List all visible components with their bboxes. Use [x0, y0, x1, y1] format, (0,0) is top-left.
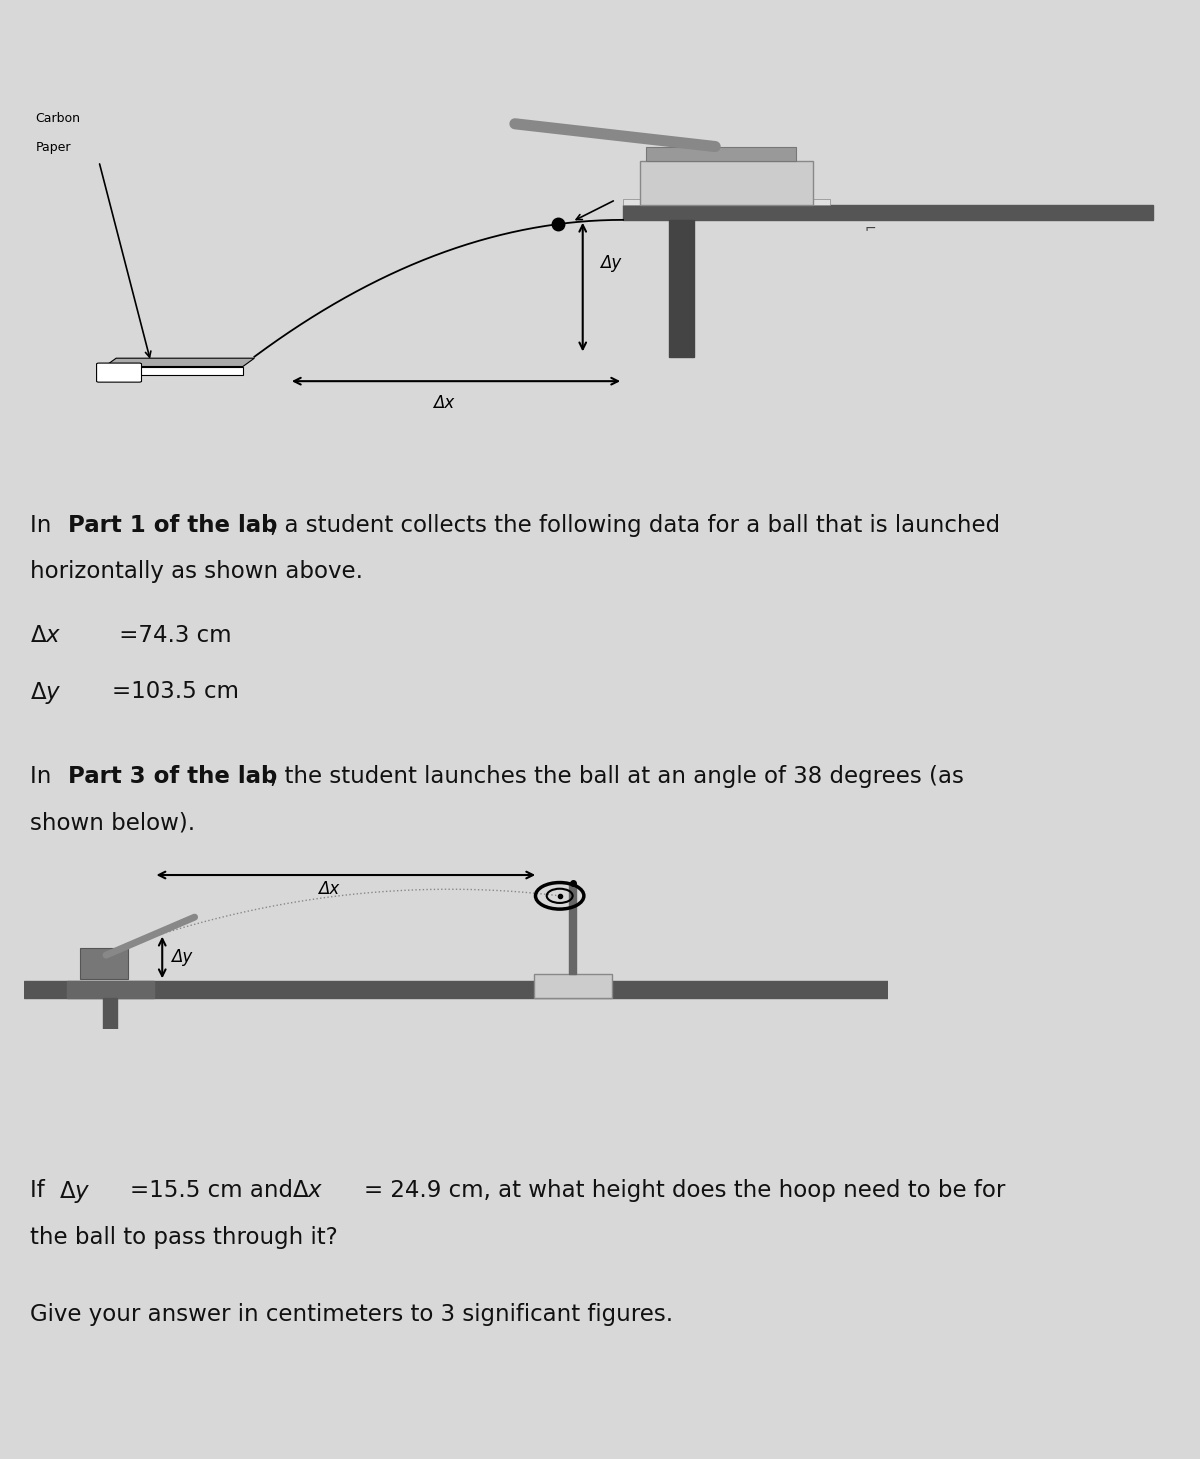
Text: In: In: [30, 765, 59, 788]
Text: horizontally as shown above.: horizontally as shown above.: [30, 560, 364, 584]
Text: shown below).: shown below).: [30, 811, 196, 835]
Polygon shape: [104, 359, 254, 366]
Text: $\Delta y$: $\Delta y$: [30, 680, 61, 706]
Text: =15.5 cm and: =15.5 cm and: [130, 1179, 300, 1202]
Bar: [569, 884, 576, 975]
Text: , the student launches the ball at an angle of 38 degrees (as: , the student launches the ball at an an…: [270, 765, 964, 788]
Bar: [103, 998, 118, 1029]
Polygon shape: [104, 366, 242, 375]
Bar: [534, 975, 612, 998]
Text: If: If: [30, 1179, 52, 1202]
FancyBboxPatch shape: [96, 363, 142, 382]
Text: In: In: [30, 514, 59, 537]
Bar: [80, 948, 127, 979]
Bar: [641, 160, 814, 206]
Text: Δy: Δy: [600, 254, 622, 271]
Text: ⌐: ⌐: [865, 222, 876, 235]
Text: the ball to pass through it?: the ball to pass through it?: [30, 1226, 337, 1249]
Bar: [67, 982, 154, 998]
Text: = 24.9 cm, at what height does the hoop need to be for: = 24.9 cm, at what height does the hoop …: [364, 1179, 1004, 1202]
Bar: [670, 220, 695, 356]
Text: =103.5 cm: =103.5 cm: [112, 680, 239, 703]
Text: $\Delta x$: $\Delta x$: [292, 1179, 323, 1202]
Text: $\Delta y$: $\Delta y$: [59, 1179, 90, 1205]
Text: Carbon: Carbon: [36, 112, 80, 125]
Text: $\Delta x$: $\Delta x$: [30, 624, 61, 648]
Bar: [646, 146, 796, 160]
Text: Part 1 of the lab: Part 1 of the lab: [68, 514, 278, 537]
Text: Δx: Δx: [318, 880, 340, 897]
Text: Δy: Δy: [170, 948, 192, 966]
Text: =74.3 cm: =74.3 cm: [112, 624, 232, 648]
Text: Part 3 of the lab: Part 3 of the lab: [68, 765, 277, 788]
Text: Δx: Δx: [433, 394, 455, 411]
Text: Give your answer in centimeters to 3 significant figures.: Give your answer in centimeters to 3 sig…: [30, 1303, 673, 1326]
Text: Paper: Paper: [36, 142, 71, 155]
Bar: [623, 200, 830, 206]
Text: , a student collects the following data for a ball that is launched: , a student collects the following data …: [270, 514, 1000, 537]
Bar: [623, 206, 1153, 220]
Bar: [24, 982, 888, 998]
